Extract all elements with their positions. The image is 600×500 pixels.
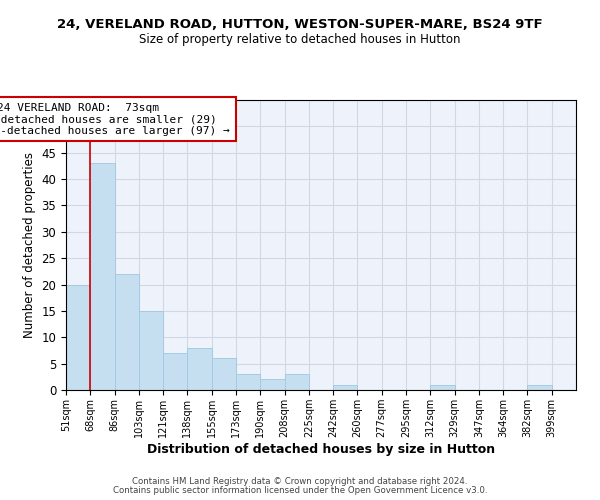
X-axis label: Distribution of detached houses by size in Hutton: Distribution of detached houses by size … — [147, 442, 495, 456]
Bar — [163, 353, 187, 390]
Bar — [66, 284, 90, 390]
Bar — [284, 374, 309, 390]
Bar — [333, 384, 358, 390]
Bar — [527, 384, 552, 390]
Bar — [139, 311, 163, 390]
Text: 24, VERELAND ROAD, HUTTON, WESTON-SUPER-MARE, BS24 9TF: 24, VERELAND ROAD, HUTTON, WESTON-SUPER-… — [57, 18, 543, 30]
Bar — [212, 358, 236, 390]
Y-axis label: Number of detached properties: Number of detached properties — [23, 152, 36, 338]
Bar — [187, 348, 212, 390]
Text: Size of property relative to detached houses in Hutton: Size of property relative to detached ho… — [139, 32, 461, 46]
Bar — [260, 380, 284, 390]
Text: Contains public sector information licensed under the Open Government Licence v3: Contains public sector information licen… — [113, 486, 487, 495]
Bar — [430, 384, 455, 390]
Text: Contains HM Land Registry data © Crown copyright and database right 2024.: Contains HM Land Registry data © Crown c… — [132, 477, 468, 486]
Bar — [115, 274, 139, 390]
Text: 24 VERELAND ROAD:  73sqm
← 22% of detached houses are smaller (29)
74% of semi-d: 24 VERELAND ROAD: 73sqm ← 22% of detache… — [0, 102, 230, 136]
Bar — [236, 374, 260, 390]
Bar — [90, 164, 115, 390]
